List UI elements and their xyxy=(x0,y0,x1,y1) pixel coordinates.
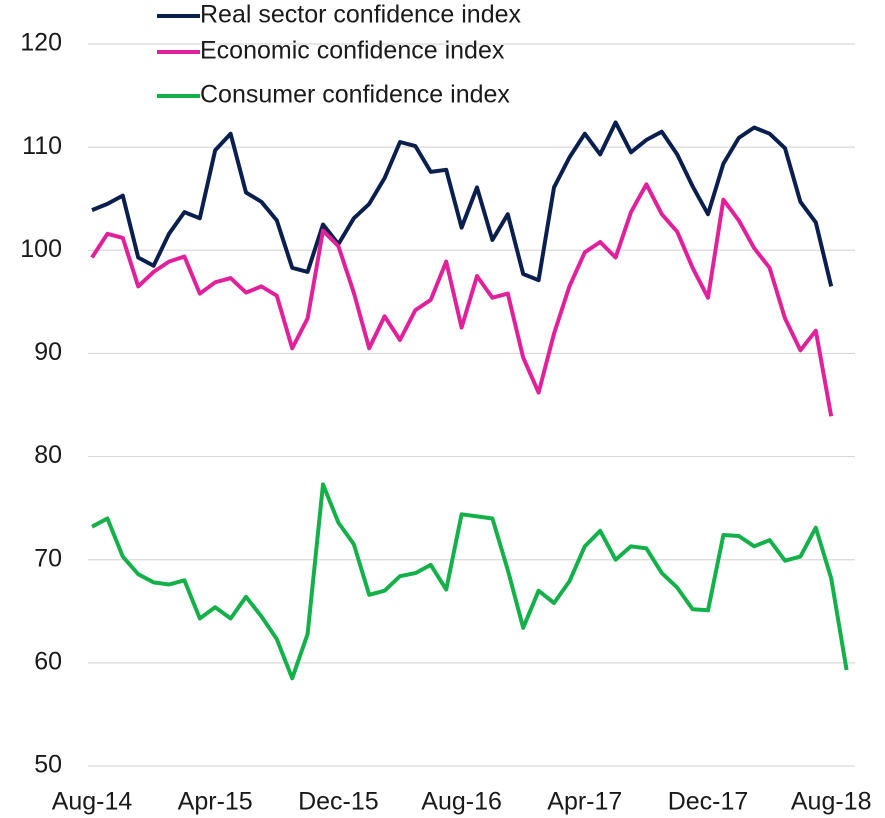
y-tick-label: 110 xyxy=(22,132,62,160)
x-tick-label: Aug-14 xyxy=(52,788,133,816)
legend-label: Real sector confidence index xyxy=(200,1,522,29)
y-tick-label: 90 xyxy=(34,338,62,366)
x-tick-label: Dec-17 xyxy=(668,788,749,816)
y-tick-label: 100 xyxy=(20,235,62,263)
legend-label: Consumer confidence index xyxy=(200,81,510,109)
y-tick-label: 70 xyxy=(34,544,62,572)
x-tick-label: Dec-15 xyxy=(298,788,379,816)
y-tick-label: 50 xyxy=(34,751,62,779)
x-tick-label: Aug-16 xyxy=(421,788,502,816)
x-tick-label: Apr-15 xyxy=(178,788,253,816)
y-tick-label: 120 xyxy=(20,29,62,57)
y-tick-label: 80 xyxy=(34,441,62,469)
x-tick-label: Aug-18 xyxy=(791,788,872,816)
series-line xyxy=(91,482,849,681)
x-tick-label: Apr-17 xyxy=(547,788,622,816)
y-tick-label: 60 xyxy=(34,647,62,675)
series-line xyxy=(90,182,834,417)
series-line xyxy=(91,120,834,287)
legend-label: Economic confidence index xyxy=(200,37,505,65)
